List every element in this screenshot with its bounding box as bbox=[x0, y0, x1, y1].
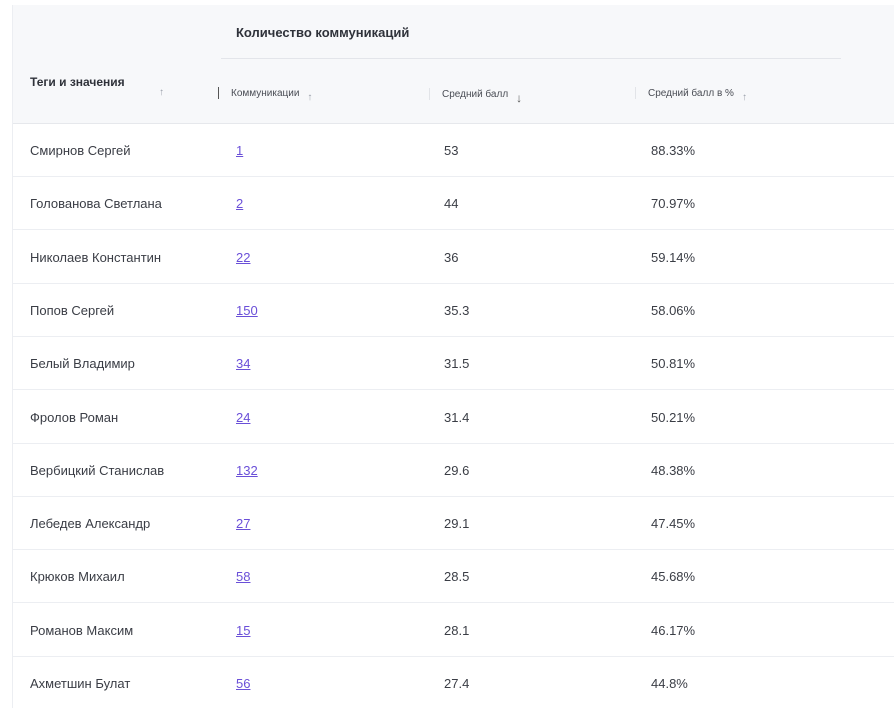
results-table: Количество коммуникаций Теги и значения … bbox=[12, 5, 894, 708]
communications-link[interactable]: 2 bbox=[236, 196, 244, 212]
avg-score-percent-cell: 50.21% bbox=[651, 409, 696, 425]
column-divider bbox=[218, 87, 219, 99]
table-row: Николаев Константин 22 36 59.14% bbox=[13, 231, 894, 284]
sort-down-icon[interactable]: ↓ bbox=[516, 91, 523, 105]
avg-score-percent-cell: 70.97% bbox=[651, 196, 696, 212]
table-row: Смирнов Сергей 1 53 88.33% bbox=[13, 124, 894, 177]
avg-score-cell: 44 bbox=[444, 196, 459, 212]
name-cell: Смирнов Сергей bbox=[30, 143, 131, 158]
name-cell: Романов Максим bbox=[30, 622, 134, 638]
avg-score-percent-cell: 58.06% bbox=[651, 302, 696, 318]
column-label: Средний балл в % bbox=[648, 87, 734, 99]
avg-score-percent-cell: 50.81% bbox=[651, 356, 696, 372]
group-header: Количество коммуникаций bbox=[236, 25, 410, 40]
avg-score-cell: 29.6 bbox=[444, 462, 470, 478]
column-header-tags[interactable]: Теги и значения bbox=[30, 75, 125, 89]
communications-link[interactable]: 27 bbox=[236, 516, 251, 532]
column-label: Средний балл bbox=[442, 88, 509, 100]
name-cell: Крюков Михаил bbox=[30, 569, 125, 585]
column-label: Коммуникации bbox=[231, 87, 300, 99]
avg-score-cell: 53 bbox=[444, 143, 459, 158]
name-cell: Лебедев Александр bbox=[30, 516, 151, 532]
table-header: Количество коммуникаций Теги и значения … bbox=[13, 5, 894, 124]
communications-link[interactable]: 150 bbox=[236, 302, 258, 318]
table-row: Фролов Роман 24 31.4 50.21% bbox=[13, 391, 894, 444]
avg-score-cell: 31.5 bbox=[444, 356, 470, 372]
avg-score-cell: 29.1 bbox=[444, 516, 470, 532]
sort-up-icon[interactable]: ↑ bbox=[159, 87, 164, 98]
avg-score-cell: 27.4 bbox=[444, 676, 470, 691]
name-cell: Попов Сергей bbox=[30, 302, 115, 318]
column-divider bbox=[635, 87, 636, 99]
table-row: Лебедев Александр 27 29.1 47.45% bbox=[13, 497, 894, 551]
column-label: Теги и значения bbox=[30, 75, 125, 89]
avg-score-cell: 28.5 bbox=[444, 569, 470, 585]
table-row: Попов Сергей 150 35.3 58.06% bbox=[13, 284, 894, 337]
communications-link[interactable]: 56 bbox=[236, 676, 251, 691]
avg-score-cell: 31.4 bbox=[444, 409, 470, 425]
name-cell: Вербицкий Станислав bbox=[30, 462, 165, 478]
avg-score-percent-cell: 59.14% bbox=[651, 249, 696, 265]
table-row: Крюков Михаил 58 28.5 45.68% bbox=[13, 550, 894, 604]
avg-score-cell: 35.3 bbox=[444, 302, 470, 318]
table-row: Белый Владимир 34 31.5 50.81% bbox=[13, 337, 894, 391]
avg-score-cell: 28.1 bbox=[444, 622, 470, 638]
communications-link[interactable]: 1 bbox=[236, 143, 244, 158]
table-row: Ахметшин Булат 56 27.4 44.8% bbox=[13, 657, 894, 708]
table-row: Голованова Светлана 2 44 70.97% bbox=[13, 177, 894, 231]
avg-score-percent-cell: 48.38% bbox=[651, 462, 696, 478]
communications-link[interactable]: 15 bbox=[236, 622, 251, 638]
communications-link[interactable]: 58 bbox=[236, 569, 251, 585]
avg-score-percent-cell: 46.17% bbox=[651, 622, 696, 638]
sort-up-icon[interactable]: ↑ bbox=[741, 91, 747, 103]
column-header-avg-score-percent[interactable]: Средний балл в % ↑ bbox=[635, 87, 747, 103]
group-divider bbox=[221, 58, 841, 59]
communications-link[interactable]: 24 bbox=[236, 409, 251, 425]
name-cell: Фролов Роман bbox=[30, 409, 119, 425]
table-row: Романов Максим 15 28.1 46.17% bbox=[13, 604, 894, 657]
avg-score-percent-cell: 45.68% bbox=[651, 569, 696, 585]
column-header-avg-score[interactable]: Средний балл ↓ bbox=[429, 87, 522, 105]
communications-link[interactable]: 132 bbox=[236, 462, 258, 478]
avg-score-percent-cell: 44.8% bbox=[651, 676, 688, 691]
column-header-communications[interactable]: Коммуникации ↑ bbox=[218, 87, 312, 103]
table-row: Вербицкий Станислав 132 29.6 48.38% bbox=[13, 444, 894, 497]
avg-score-percent-cell: 88.33% bbox=[651, 143, 696, 158]
name-cell: Ахметшин Булат bbox=[30, 676, 131, 691]
communications-link[interactable]: 34 bbox=[236, 356, 251, 372]
communications-link[interactable]: 22 bbox=[236, 249, 251, 265]
avg-score-cell: 36 bbox=[444, 249, 459, 265]
name-cell: Белый Владимир bbox=[30, 356, 135, 372]
sort-up-icon[interactable]: ↑ bbox=[307, 91, 313, 103]
avg-score-percent-cell: 47.45% bbox=[651, 516, 696, 532]
name-cell: Голованова Светлана bbox=[30, 196, 162, 212]
name-cell: Николаев Константин bbox=[30, 249, 162, 265]
column-divider bbox=[429, 88, 430, 100]
